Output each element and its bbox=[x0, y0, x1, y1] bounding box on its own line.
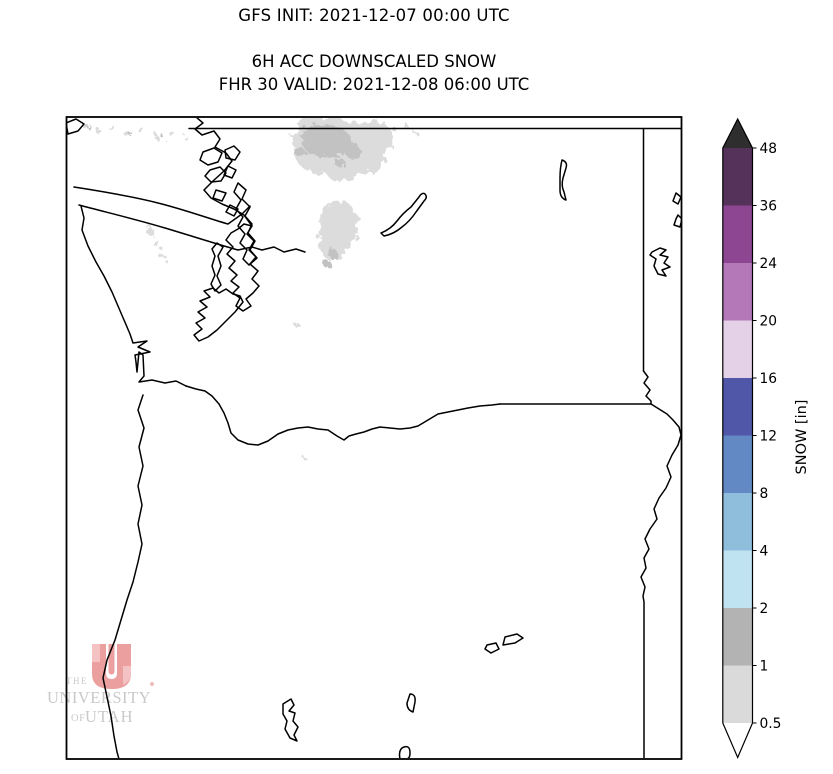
colorbar-axis-label: SNOW [in] bbox=[794, 400, 810, 475]
pacific-coastline bbox=[80, 205, 187, 387]
colorbar: 48 36 24 20 16 12 8 4 2 1 0.5 SNOW [in] bbox=[722, 117, 810, 760]
valid-time-title: FHR 30 VALID: 2021-12-08 06:00 UTC bbox=[218, 74, 530, 94]
columbia-river-border bbox=[185, 385, 501, 446]
malheur-lake bbox=[502, 633, 524, 646]
cb-seg-05-1 bbox=[722, 665, 753, 723]
snow-shade-mid bbox=[88, 124, 360, 268]
university-of-utah-logo: THE UNIVERSITY OF UTAH bbox=[47, 644, 154, 726]
block-u-highlight bbox=[92, 644, 131, 685]
cb-seg-1-2 bbox=[722, 608, 753, 666]
oregon-coastline bbox=[102, 394, 145, 758]
cb-seg-36-48 bbox=[722, 148, 753, 206]
cb-tick-36: 36 bbox=[760, 199, 778, 215]
colorbar-over-arrow bbox=[722, 119, 753, 148]
cb-seg-8-12 bbox=[722, 435, 753, 493]
cb-tick-2: 2 bbox=[760, 601, 769, 617]
colorbar-tick-labels: 48 36 24 20 16 12 8 4 2 1 0.5 bbox=[760, 141, 782, 732]
goose-lake-edge bbox=[398, 745, 411, 758]
cb-seg-12-16 bbox=[722, 378, 753, 436]
lake-pend-oreille-edge bbox=[672, 192, 681, 205]
or-id-border bbox=[640, 403, 681, 758]
lake-coeur-dalene bbox=[649, 247, 671, 277]
snow-shade-light bbox=[82, 118, 418, 461]
hood-canal bbox=[210, 242, 224, 292]
logo-text-the: THE bbox=[66, 676, 88, 686]
cb-tick-1: 1 bbox=[760, 659, 769, 675]
cb-tick-12: 12 bbox=[760, 429, 778, 445]
whidbey-island bbox=[233, 182, 258, 266]
registered-mark bbox=[150, 682, 154, 686]
lake-roosevelt bbox=[559, 159, 568, 201]
logo-text-university: UNIVERSITY bbox=[47, 688, 151, 707]
cb-seg-24-36 bbox=[722, 205, 753, 263]
map-canvas: THE UNIVERSITY OF UTAH bbox=[47, 116, 683, 760]
product-title: 6H ACC DOWNSCALED SNOW bbox=[251, 52, 497, 71]
priest-lake-edge bbox=[673, 214, 681, 228]
puget-sound-shoreline bbox=[225, 223, 260, 312]
san-juan-islands bbox=[199, 145, 241, 217]
snow-shading-layer bbox=[82, 118, 418, 461]
colorbar-segments bbox=[722, 119, 753, 723]
cb-seg-4-8 bbox=[722, 493, 753, 551]
south-sound-inlets bbox=[193, 287, 244, 342]
snake-river-wa-id bbox=[642, 370, 652, 405]
logo-text-utah: UTAH bbox=[85, 707, 134, 726]
colorbar-tickmarks bbox=[752, 147, 757, 724]
cb-tick-05: 0.5 bbox=[760, 716, 782, 732]
cb-seg-20-24 bbox=[722, 263, 753, 321]
olympic-north-coast bbox=[78, 204, 306, 253]
block-u-logo bbox=[92, 644, 131, 689]
cb-seg-16-20 bbox=[722, 320, 753, 378]
nw-mainland-coast bbox=[194, 118, 253, 227]
logo-text-of: OF bbox=[71, 713, 85, 724]
cb-tick-16: 16 bbox=[760, 371, 778, 387]
map-frame bbox=[65, 116, 683, 760]
lake-abert bbox=[406, 693, 416, 713]
cb-tick-48: 48 bbox=[760, 141, 778, 157]
axes-title: 6H ACC DOWNSCALED SNOW FHR 30 VALID: 202… bbox=[66, 51, 682, 96]
harney-lake bbox=[484, 642, 500, 654]
figure-suptitle: GFS INIT: 2021-12-07 00:00 UTC bbox=[238, 6, 510, 25]
cb-tick-4: 4 bbox=[760, 544, 769, 560]
upper-klamath-lake bbox=[282, 698, 299, 742]
cb-seg-2-4 bbox=[722, 550, 753, 608]
lake-chelan bbox=[380, 192, 428, 237]
cb-tick-24: 24 bbox=[760, 256, 778, 272]
cb-tick-8: 8 bbox=[760, 486, 769, 502]
cb-tick-20: 20 bbox=[760, 314, 778, 330]
vancouver-island-coast bbox=[67, 118, 85, 135]
vancouver-island-south-coast bbox=[73, 186, 251, 225]
coastline-border-layer bbox=[67, 118, 681, 758]
